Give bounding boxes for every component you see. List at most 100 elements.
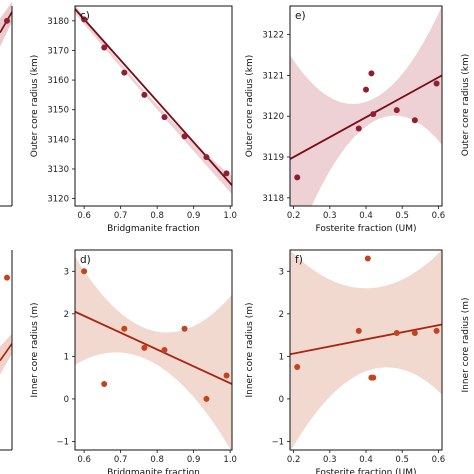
panel-d-frame (74, 249, 233, 451)
panel-a-point (4, 17, 10, 24)
panel-d-y-tick-label: 2 (64, 310, 69, 320)
panel-e-x-tick-label: 0.4 (359, 211, 373, 221)
panel-d-x-tick-label: 0.8 (150, 455, 164, 465)
panel-c: 0.6 0.7 0.8 0.9 1.0 3120 3130 3140 3150 3160 3170 3… (30, 5, 237, 234)
panel-d-y-tick-label: 0 (64, 395, 69, 405)
right-top-ylabel: Outer core radius (km) (461, 54, 471, 156)
panel-e-x-tick-label: 0.3 (323, 211, 337, 221)
panel-c-x-tick-label: 0.7 (114, 211, 128, 221)
panel-d-x-tick-label: 1.0 (223, 455, 237, 465)
panel-b-point (4, 274, 10, 281)
panel-e-x-tick-label: 0.2 (287, 211, 301, 221)
panel-d-data-point (161, 347, 168, 353)
panel-e-data-point (294, 174, 301, 181)
panel-e-y-tick-label: 3118 (262, 194, 284, 204)
panel-f-y-tick-label: −1 (271, 437, 284, 447)
panel-f-y-tick-label: 1 (279, 352, 284, 362)
panel-f-y-tick-label: 0 (279, 395, 284, 405)
panel-d-data-point (223, 372, 230, 379)
panel-c-confidence-band (75, 6, 232, 195)
panel-c-y-tick-label: 3150 (47, 106, 69, 116)
panel-e-data-point (355, 125, 362, 132)
panel-f-data-point (411, 329, 418, 336)
panel-d-ylabel: Inner core radius (m) (30, 303, 40, 398)
panel-e-data-point (393, 107, 400, 114)
panel-e: 0.2 0.3 0.4 0.5 0.6 3118 3119 3120 3121 3122 Foste… (245, 5, 446, 234)
panel-a-partial (0, 1, 13, 207)
panel-e-data-point (370, 111, 377, 118)
panel-c-frame (74, 5, 233, 207)
panel-d-y-tick-label: 1 (64, 352, 69, 362)
panel-d-confidence-band (75, 256, 232, 450)
panel-f-x-tick-label: 0.5 (395, 455, 409, 465)
panel-c-x-tick-label: 0.8 (150, 211, 164, 221)
panel-d-fit-line (75, 310, 232, 385)
panel-d-data-point (181, 325, 188, 332)
panel-e-x-tick-label: 0.6 (432, 211, 446, 221)
panel-e-xlabel: Fosterite fraction (UM) (315, 224, 416, 234)
panel-f-data-point (364, 255, 371, 262)
panel-d-panel-label: d) (80, 254, 91, 266)
panel-c-y-tick-label: 3170 (47, 46, 69, 56)
panel-e-fit-line (290, 74, 442, 160)
panel-c-x-tick-label: 0.6 (77, 211, 91, 221)
panel-e-y-tick-label: 3120 (262, 112, 284, 122)
panel-f-data-point (294, 364, 301, 371)
panel-e-ylabel: Outer core radius (km) (245, 55, 255, 157)
panel-c-x-tick-label: 0.9 (187, 211, 201, 221)
panel-d-x-tick-label: 0.7 (114, 455, 128, 465)
panel-f-ylabel: Inner core radius (m) (245, 303, 255, 398)
panel-e-y-tick-label: 3119 (262, 153, 284, 163)
panel-c-data-point (121, 69, 128, 76)
panel-c-data-point (223, 170, 230, 177)
panel-e-y-tick-label: 3122 (262, 31, 284, 41)
panel-e-data-point (411, 117, 418, 124)
panel-c-data-point (161, 114, 168, 121)
panel-f-data-point (433, 327, 440, 334)
panel-d-data-point (203, 395, 210, 402)
panel-d-data-point (121, 325, 128, 332)
panel-f-xlabel: Fosterite fraction (UM) (315, 468, 416, 474)
panel-f-x-tick-label: 0.3 (323, 455, 337, 465)
panel-c-y-tick-label: 3140 (47, 135, 69, 145)
panel-f-x-tick-label: 0.6 (432, 455, 446, 465)
panel-c-data-point (101, 44, 108, 51)
panel-f-x-tick-label: 0.2 (287, 455, 301, 465)
panel-f-fit-line (290, 323, 442, 356)
panel-d-x-tick-label: 0.6 (77, 455, 91, 465)
panel-c-data-point (81, 16, 88, 23)
panel-d-x-tick-label: 0.9 (187, 455, 201, 465)
right-bottom-ylabel: Inner core radius (m) (461, 298, 471, 393)
panel-c-xlabel: Bridgmanite fraction (107, 224, 200, 234)
panel-f-y-tick-label: 2 (279, 310, 284, 320)
panel-f-data-point (370, 374, 377, 381)
panel-f-x-tick-label: 0.4 (359, 455, 373, 465)
panel-a-band (0, 1, 12, 47)
panel-d-y-tick-label: −1 (56, 437, 69, 447)
panel-d-xlabel: Bridgmanite fraction (107, 468, 200, 474)
panel-d-data-point (101, 381, 108, 388)
panel-c-data-point (203, 154, 210, 161)
panel-c-ylabel: Outer core radius (km) (30, 55, 40, 157)
panel-d-data-point (141, 344, 148, 351)
panel-e-y-tick-label: 3121 (262, 71, 284, 81)
panel-b-fit-line (0, 343, 13, 362)
panel-c-y-tick-label: 3180 (47, 17, 69, 27)
panel-e-data-point (433, 80, 440, 87)
panel-b-partial (0, 250, 13, 451)
panel-e-x-tick-label: 0.5 (395, 211, 409, 221)
panel-d: 0.6 0.7 0.8 0.9 1.0 −1 0 1 2 3 Bridgmanite fractio… (30, 249, 237, 474)
panel-e-confidence-band (290, 6, 442, 206)
panel-f-y-tick-label: 3 (279, 267, 284, 277)
panel-e-data-point (363, 86, 369, 93)
panel-c-y-tick-label: 3130 (47, 165, 69, 175)
panel-d-y-tick-label: 3 (64, 267, 69, 277)
panel-e-panel-label: e) (295, 10, 306, 22)
panel-c-data-point (141, 91, 148, 98)
panel-c-panel-label: c) (80, 10, 90, 22)
panel-f-confidence-band (290, 250, 442, 450)
panel-c-y-tick-label: 3120 (47, 195, 69, 205)
panel-f-data-point (393, 329, 400, 336)
panel-c-x-tick-label: 1.0 (223, 211, 237, 221)
